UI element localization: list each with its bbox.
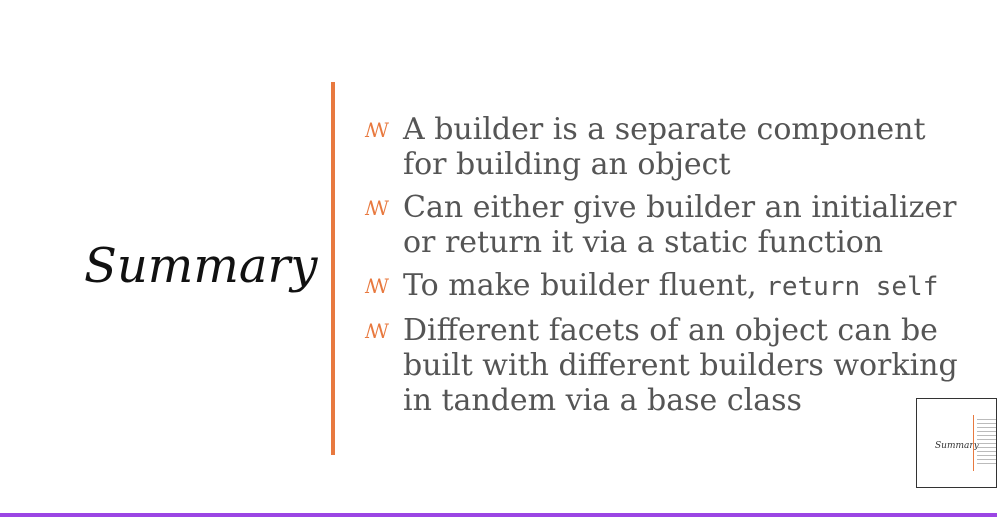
- bullet-glyph-icon: ꟿ: [365, 196, 390, 220]
- thumbnail-divider: [973, 415, 974, 471]
- bullet-glyph-icon: ꟿ: [365, 118, 390, 142]
- bullet-text: To make builder fluent,: [403, 268, 767, 303]
- vertical-divider: [331, 82, 335, 455]
- bullet-glyph-icon: ꟿ: [365, 319, 390, 343]
- bullet-text: Can either give builder an initializer o…: [403, 190, 957, 260]
- bullet-text: Different facets of an object can be bui…: [403, 313, 958, 418]
- bullet-glyph-icon: ꟿ: [365, 274, 390, 298]
- bullet-item: ꟿ Can either give builder an initializer…: [365, 190, 975, 260]
- inline-code: return self: [766, 272, 939, 302]
- bullet-list: ꟿ A builder is a separate component for …: [365, 112, 975, 426]
- bullet-item: ꟿ A builder is a separate component for …: [365, 112, 975, 182]
- slide-thumbnail[interactable]: Summary: [916, 398, 997, 488]
- bottom-accent-bar: [0, 513, 997, 517]
- thumbnail-bullet-lines: [977, 419, 996, 465]
- thumbnail-title: Summary: [935, 441, 979, 451]
- bullet-item: ꟿ Different facets of an object can be b…: [365, 313, 975, 418]
- slide-title: Summary: [84, 238, 318, 294]
- bullet-text: A builder is a separate component for bu…: [403, 112, 926, 182]
- bullet-item: ꟿ To make builder fluent, return self: [365, 268, 975, 305]
